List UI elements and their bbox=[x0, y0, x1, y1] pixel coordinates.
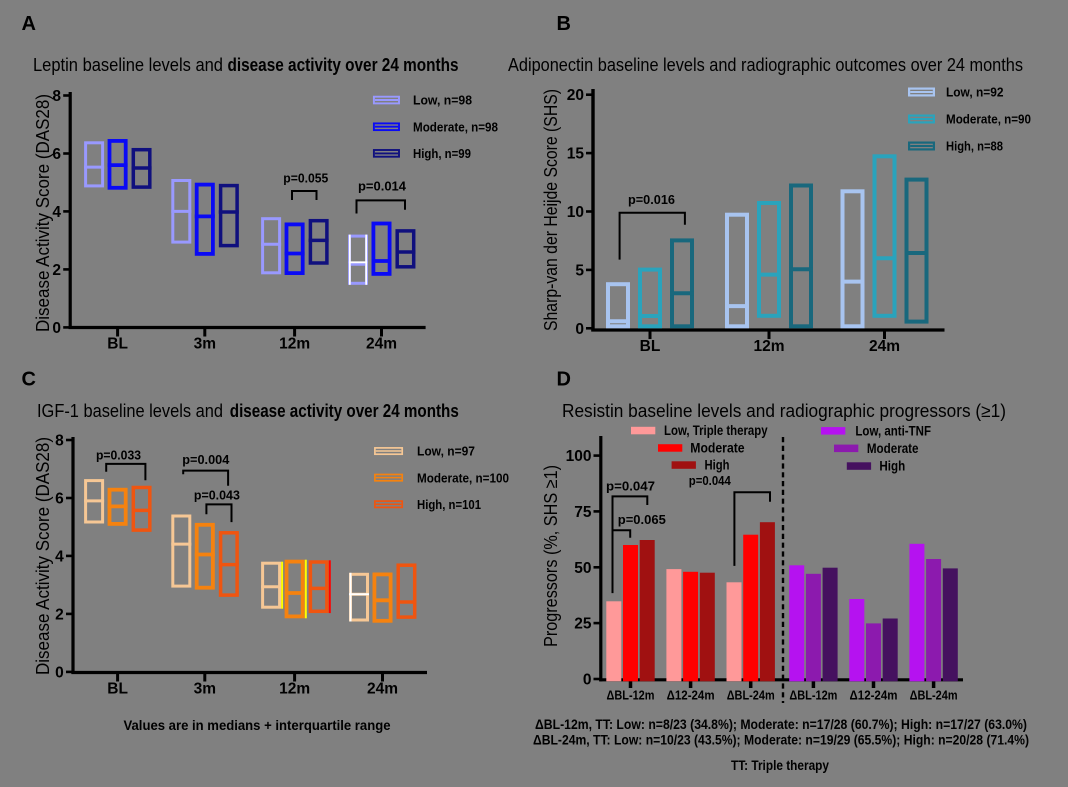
svg-text:Moderate, n=90: Moderate, n=90 bbox=[946, 112, 1031, 127]
svg-text:High: High bbox=[879, 459, 905, 474]
svg-text:p=0.014: p=0.014 bbox=[358, 179, 407, 194]
svg-text:Δ12-24m: Δ12-24m bbox=[667, 688, 715, 703]
svg-text:Values are in medians + interq: Values are in medians + interquartile ra… bbox=[124, 718, 391, 733]
svg-text:12m: 12m bbox=[279, 681, 310, 698]
svg-text:12m: 12m bbox=[753, 338, 784, 355]
svg-text:Low, n=92: Low, n=92 bbox=[946, 85, 1004, 100]
svg-text:2: 2 bbox=[55, 606, 64, 623]
svg-text:6: 6 bbox=[52, 146, 61, 163]
svg-text:4: 4 bbox=[55, 548, 64, 565]
svg-text:Low, n=97: Low, n=97 bbox=[417, 444, 475, 459]
svg-text:0: 0 bbox=[55, 664, 64, 681]
svg-text:20: 20 bbox=[567, 87, 584, 104]
svg-text:Moderate, n=98: Moderate, n=98 bbox=[413, 119, 498, 134]
svg-text:15: 15 bbox=[567, 146, 585, 163]
svg-text:disease activity over 24 month: disease activity over 24 months bbox=[230, 401, 459, 421]
svg-text:6: 6 bbox=[55, 491, 64, 508]
svg-text:Disease Activity Score (DAS2: Disease Activity Score (DAS28) bbox=[33, 437, 53, 675]
svg-text:ΔBL-12m, TT: Low: n=8/23 (34.8: ΔBL-12m, TT: Low: n=8/23 (34.8%); Modera… bbox=[535, 717, 1027, 732]
svg-text:25: 25 bbox=[574, 616, 592, 633]
svg-text:High: High bbox=[705, 458, 730, 473]
svg-text:Moderate: Moderate bbox=[867, 441, 919, 456]
svg-text:0: 0 bbox=[583, 672, 592, 689]
svg-text:ΔBL-24m: ΔBL-24m bbox=[727, 688, 775, 703]
svg-text:Resistin baseline levels and r: Resistin baseline levels and radiographi… bbox=[562, 401, 1006, 421]
svg-text:p=0.047: p=0.047 bbox=[606, 479, 655, 494]
svg-text:disease activity over 24 month: disease activity over 24 months bbox=[228, 55, 459, 75]
svg-text:50: 50 bbox=[574, 560, 591, 577]
svg-text:10: 10 bbox=[567, 204, 584, 221]
svg-text:A: A bbox=[22, 13, 36, 35]
svg-text:BL: BL bbox=[640, 338, 661, 355]
svg-text:BL: BL bbox=[107, 336, 128, 353]
svg-text:Δ12-24m: Δ12-24m bbox=[850, 688, 898, 703]
svg-text:ΔBL-24m: ΔBL-24m bbox=[910, 688, 958, 703]
svg-text:p=0.055: p=0.055 bbox=[283, 171, 328, 186]
svg-text:Adiponectin baseline levels an: Adiponectin baseline levels and radiogra… bbox=[508, 55, 1023, 75]
svg-text:75: 75 bbox=[574, 504, 592, 521]
svg-text:8: 8 bbox=[55, 433, 64, 450]
svg-text:ΔBL-12m: ΔBL-12m bbox=[789, 688, 837, 703]
svg-text:8: 8 bbox=[52, 88, 61, 105]
svg-text:4: 4 bbox=[52, 204, 61, 221]
svg-text:p=0.004: p=0.004 bbox=[182, 452, 230, 467]
svg-text:24m: 24m bbox=[869, 338, 900, 355]
svg-text:Disease Activity Score (DAS2: Disease Activity Score (DAS28) bbox=[33, 94, 53, 332]
svg-text:0: 0 bbox=[575, 321, 584, 338]
svg-text:24m: 24m bbox=[366, 336, 397, 353]
svg-text:24m: 24m bbox=[367, 681, 398, 698]
svg-text:p=0.065: p=0.065 bbox=[618, 512, 666, 527]
svg-text:3m: 3m bbox=[194, 336, 216, 353]
svg-text:Leptin baseline levels and: Leptin baseline levels and bbox=[33, 55, 223, 75]
svg-text:BL: BL bbox=[107, 681, 128, 698]
svg-text:p=0.016: p=0.016 bbox=[628, 192, 675, 207]
svg-text:ΔBL-12m: ΔBL-12m bbox=[607, 688, 655, 703]
svg-text:C: C bbox=[22, 369, 36, 391]
svg-text:IGF-1 baseline levels and: IGF-1 baseline levels and bbox=[37, 401, 223, 421]
svg-text:High, n=99: High, n=99 bbox=[413, 146, 471, 161]
svg-text:p=0.033: p=0.033 bbox=[96, 448, 141, 463]
svg-text:TT: Triple therapy: TT: Triple therapy bbox=[731, 758, 829, 773]
svg-text:High, n=88: High, n=88 bbox=[946, 139, 1003, 154]
svg-text:High, n=101: High, n=101 bbox=[417, 497, 481, 512]
svg-text:p=0.044: p=0.044 bbox=[689, 473, 732, 488]
svg-text:p=0.043: p=0.043 bbox=[194, 488, 240, 503]
svg-text:Moderate: Moderate bbox=[690, 440, 745, 455]
svg-text:B: B bbox=[557, 13, 571, 35]
svg-text:D: D bbox=[557, 369, 571, 391]
svg-text:Moderate, n=100: Moderate, n=100 bbox=[417, 470, 509, 485]
svg-text:12m: 12m bbox=[279, 336, 310, 353]
svg-text:Low, n=98: Low, n=98 bbox=[413, 93, 472, 108]
svg-text:0: 0 bbox=[52, 320, 61, 337]
svg-text:Sharp-van der Heijde Score (SH: Sharp-van der Heijde Score (SHS) bbox=[541, 89, 561, 331]
svg-text:Low, anti-TNF: Low, anti-TNF bbox=[855, 423, 931, 438]
svg-text:3m: 3m bbox=[194, 681, 216, 698]
svg-text:2: 2 bbox=[52, 262, 61, 279]
svg-text:100: 100 bbox=[566, 448, 592, 465]
svg-text:ΔBL-24m, TT: Low: n=10/23 (43.: ΔBL-24m, TT: Low: n=10/23 (43.5%); Moder… bbox=[533, 733, 1029, 748]
svg-text:Low, Triple therapy: Low, Triple therapy bbox=[664, 423, 768, 438]
svg-text:Progressors (%, SHS ≥1): Progressors (%, SHS ≥1) bbox=[541, 465, 561, 647]
svg-text:5: 5 bbox=[575, 262, 584, 279]
